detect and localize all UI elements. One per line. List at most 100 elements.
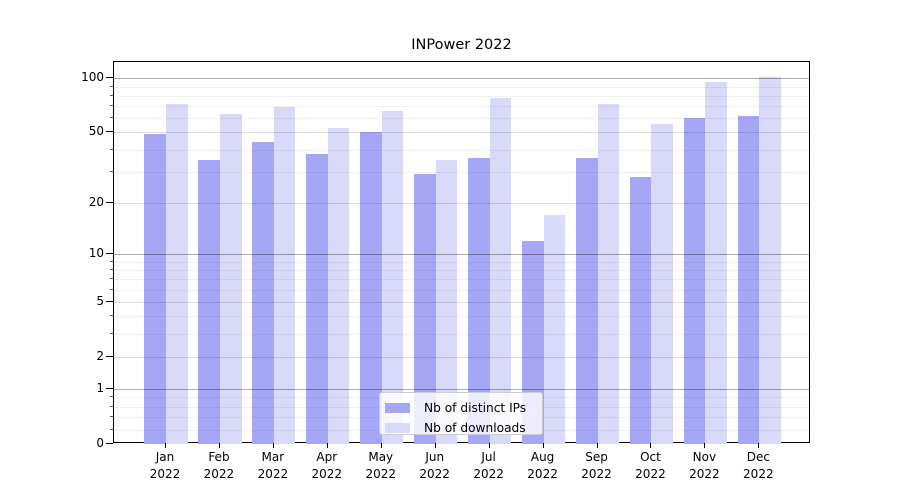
- gridline: [114, 356, 809, 358]
- x-tick-label-year: 2022: [149, 466, 181, 481]
- plot-area: [113, 61, 810, 444]
- x-tick-label: Aug 2022: [516, 449, 570, 482]
- gridline-minor: [114, 86, 809, 88]
- x-tick-label: Apr 2022: [300, 449, 354, 482]
- y-minor-tick: [109, 85, 113, 87]
- y-tick: [106, 201, 113, 203]
- y-minor-tick: [109, 148, 113, 150]
- gridline: [114, 302, 809, 303]
- bar-downloads: [759, 77, 781, 444]
- x-tick-label: Mar 2022: [246, 449, 300, 482]
- bar-distinct-ips: [252, 142, 274, 444]
- y-tick: [106, 252, 113, 254]
- bar-distinct-ips: [575, 157, 598, 444]
- legend-swatch: [385, 422, 410, 434]
- bar-distinct-ips: [144, 133, 166, 444]
- x-tick: [218, 443, 220, 448]
- x-tick-label-month: Aug: [530, 450, 555, 464]
- bar-downloads: [327, 127, 350, 444]
- x-tick: [326, 443, 328, 448]
- bar-downloads: [166, 103, 188, 444]
- bar-distinct-ips: [468, 157, 490, 444]
- bar-downloads: [273, 107, 296, 444]
- gridline-minor: [114, 269, 809, 271]
- x-tick: [650, 443, 652, 448]
- bar-distinct-ips: [629, 177, 652, 444]
- bar-downloads: [705, 82, 727, 444]
- y-minor-tick: [109, 260, 113, 262]
- y-minor-tick: [109, 170, 113, 172]
- x-tick-label-year: 2022: [311, 466, 343, 481]
- x-tick-label-year: 2022: [527, 466, 558, 481]
- gridline-minor: [114, 316, 809, 318]
- y-tick-label: 10: [88, 245, 104, 260]
- x-tick-label-year: 2022: [473, 466, 504, 481]
- y-tick-label: 0: [96, 436, 104, 450]
- x-tick-label-month: Feb: [208, 450, 230, 464]
- y-minor-tick: [109, 405, 113, 407]
- x-tick: [596, 443, 598, 448]
- bar-distinct-ips: [198, 160, 220, 444]
- x-tick-label: Nov 2022: [677, 449, 731, 482]
- y-tick: [106, 355, 113, 357]
- x-tick: [434, 443, 436, 448]
- x-tick-label-year: 2022: [581, 466, 612, 481]
- x-tick-label-month: Nov: [692, 450, 717, 464]
- x-tick-label: Jul 2022: [462, 449, 516, 482]
- x-tick: [380, 443, 382, 448]
- y-tick-label: 5: [96, 294, 104, 308]
- legend-item-label: Nb of distinct IPs: [424, 401, 527, 415]
- legend-swatch: [385, 402, 410, 414]
- x-tick-label-year: 2022: [419, 466, 450, 481]
- gridline-minor: [114, 261, 809, 263]
- bar-downloads: [381, 110, 404, 444]
- gridline-minor: [114, 118, 809, 120]
- x-tick-label-month: Jan: [155, 450, 175, 464]
- x-tick: [165, 443, 166, 448]
- bar-distinct-ips: [306, 153, 328, 444]
- legend-item: Nb of distinct IPs: [385, 398, 534, 418]
- y-minor-tick: [109, 94, 113, 96]
- y-minor-tick: [109, 333, 113, 335]
- x-tick-label: Jan 2022: [138, 449, 192, 482]
- x-tick-label: May 2022: [354, 449, 408, 482]
- y-minor-tick: [109, 268, 113, 270]
- bar-downloads: [651, 123, 674, 444]
- x-tick-label-month: Oct: [640, 450, 661, 464]
- gridline-major: [114, 389, 809, 391]
- y-tick: [106, 443, 113, 444]
- y-minor-tick: [109, 105, 113, 107]
- bar-downloads: [597, 103, 620, 444]
- x-tick-label: Dec 2022: [731, 449, 785, 482]
- gridline: [114, 202, 809, 204]
- gridline-minor: [114, 171, 809, 173]
- y-tick-label: 100: [81, 70, 104, 85]
- y-tick: [106, 301, 113, 302]
- x-tick: [542, 443, 544, 448]
- x-tick-label-month: Apr: [316, 450, 338, 464]
- x-tick-label: Oct 2022: [623, 449, 677, 482]
- bar-downloads: [489, 97, 512, 444]
- y-tick: [106, 388, 113, 390]
- x-tick: [488, 443, 490, 448]
- y-tick-label: 50: [88, 124, 104, 139]
- x-tick-label: Feb 2022: [192, 449, 246, 482]
- bar-distinct-ips: [737, 115, 760, 444]
- x-tick: [272, 443, 274, 448]
- gridline-minor: [114, 334, 809, 336]
- gridline-major: [114, 78, 809, 80]
- gridline-major: [114, 253, 809, 255]
- y-tick-label: 2: [96, 348, 104, 363]
- x-tick-label-year: 2022: [365, 466, 397, 481]
- gridline-minor: [114, 106, 809, 108]
- x-tick: [704, 443, 706, 448]
- y-minor-tick: [109, 315, 113, 317]
- gridline-minor: [114, 149, 809, 151]
- x-tick-label-year: 2022: [635, 466, 666, 481]
- x-tick-label-year: 2022: [203, 466, 235, 481]
- x-tick-label-month: Sep: [585, 450, 608, 464]
- gridline-minor: [114, 279, 809, 281]
- x-tick-label-month: Dec: [746, 450, 770, 464]
- x-tick: [758, 443, 760, 448]
- bar-downloads: [543, 214, 566, 444]
